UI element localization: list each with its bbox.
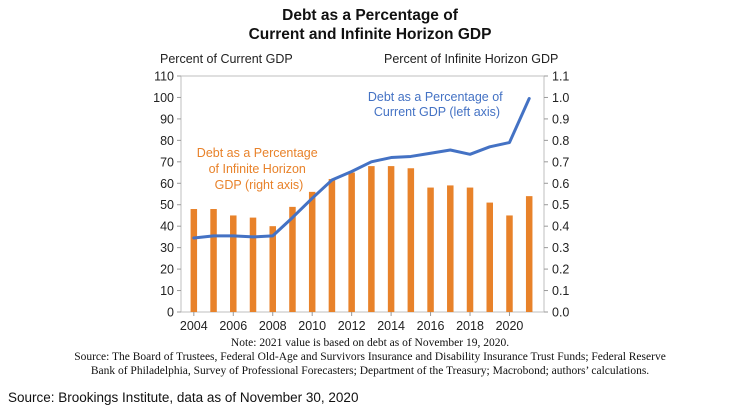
right-tick-label: 0.4 — [552, 220, 569, 234]
left-tick-label: 30 — [160, 241, 174, 255]
right-tick-label: 0.3 — [552, 241, 569, 255]
chart-source-line-2: Bank of Philadelphia, Survey of Professi… — [90, 365, 650, 377]
right-tick-label: 0.5 — [552, 198, 569, 212]
bar — [486, 202, 493, 312]
right-tick-label: 1.0 — [552, 91, 569, 105]
footer-source: Source: Brookings Institute, data as of … — [8, 390, 359, 405]
x-tick-label: 2012 — [338, 319, 366, 333]
plot-frame — [180, 75, 545, 313]
right-tick-label: 0.8 — [552, 134, 569, 148]
line-series-label-line-2: Current GDP (left axis) — [374, 105, 500, 119]
right-axis-label: Percent of Infinite Horizon GDP — [384, 52, 558, 66]
bar — [407, 168, 415, 312]
line-series-label-line-1: Debt as a Percentage of — [368, 90, 503, 104]
x-tick-label: 2010 — [298, 319, 326, 333]
bar — [328, 178, 336, 312]
left-axis-label: Percent of Current GDP — [160, 52, 293, 66]
bar — [308, 191, 316, 312]
bar — [447, 185, 454, 312]
x-tick-label: 2016 — [417, 319, 445, 333]
left-tick-label: 110 — [154, 70, 174, 84]
left-tick-label: 40 — [160, 220, 174, 234]
bar-series-label: Debt as a Percentage of Infinite Horizon… — [197, 146, 321, 192]
right-tick-label: 0.1 — [552, 284, 569, 298]
bar — [348, 172, 355, 312]
line-series-label: Debt as a Percentage of Current GDP (lef… — [368, 90, 506, 119]
bar-series-label-line-2: of Infinite Horizon — [209, 162, 306, 176]
right-tick-label: 0.2 — [552, 263, 569, 277]
bar — [230, 215, 237, 312]
x-tick-label: 2008 — [259, 319, 287, 333]
right-tick-label: 0.9 — [552, 112, 569, 126]
x-tick-label: 2020 — [496, 319, 524, 333]
bar-series-label-line-1: Debt as a Percentage — [197, 146, 318, 160]
bar — [427, 187, 434, 312]
left-tick-label: 100 — [153, 91, 174, 105]
x-tick-label: 2004 — [180, 319, 208, 333]
chart-title-line-1: Debt as a Percentage of — [282, 7, 458, 24]
x-tick-label: 2006 — [219, 319, 247, 333]
chart-note: Note: 2021 value is based on debt as of … — [230, 337, 510, 349]
left-tick-label: 20 — [160, 263, 174, 277]
left-tick-label: 0 — [167, 306, 174, 320]
left-tick-label: 60 — [160, 177, 174, 191]
bar — [387, 166, 395, 312]
bar — [506, 215, 513, 312]
line-series-path — [192, 97, 531, 240]
bar — [289, 206, 296, 312]
x-tick-label: 2018 — [456, 319, 484, 333]
bar-series-label-line-3: GDP (right axis) — [215, 178, 304, 192]
right-tick-label: 0.6 — [552, 177, 569, 191]
right-tick-label: 0.7 — [552, 155, 569, 169]
bar — [190, 209, 198, 312]
bar — [249, 217, 257, 312]
bar — [269, 226, 276, 312]
bar — [466, 187, 474, 312]
chart-title-line-2: Current and Infinite Horizon GDP — [248, 26, 492, 43]
left-tick-label: 70 — [160, 155, 174, 169]
left-tick-label: 10 — [160, 284, 174, 298]
chart-source-line-1: Source: The Board of Trustees, Federal O… — [74, 351, 666, 363]
chart-title: Debt as a Percentage of Current and Infi… — [0, 6, 740, 44]
right-tick-label: 0.0 — [552, 306, 569, 320]
left-tick-label: 50 — [160, 198, 174, 212]
left-tick-label: 90 — [160, 112, 174, 126]
right-tick-label: 1.1 — [552, 70, 569, 84]
bar — [525, 196, 533, 312]
bar — [210, 209, 217, 312]
x-tick-label: 2014 — [377, 319, 405, 333]
bar — [368, 166, 375, 312]
chart-source: Source: The Board of Trustees, Federal O… — [0, 350, 740, 378]
left-tick-label: 80 — [160, 134, 174, 148]
